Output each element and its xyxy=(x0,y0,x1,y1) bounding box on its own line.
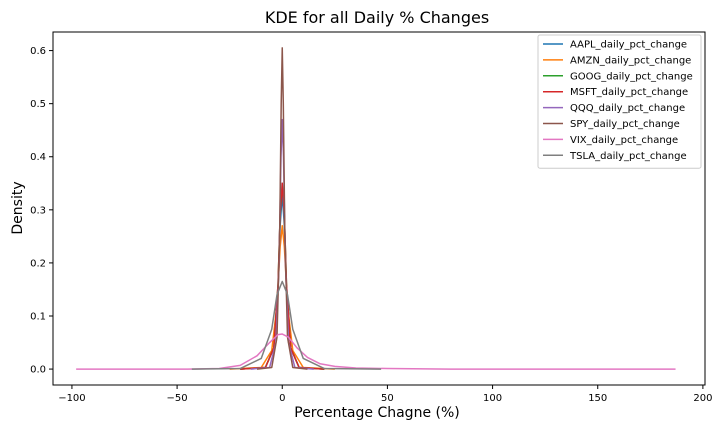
legend-label: AMZN_daily_pct_change xyxy=(570,55,691,66)
legend-label: TSLA_daily_pct_change xyxy=(569,151,687,162)
y-tick-label: 0.4 xyxy=(30,152,46,163)
y-tick-label: 0.5 xyxy=(30,99,46,110)
x-tick-label: −100 xyxy=(58,393,85,404)
series-line-qqq xyxy=(250,118,314,370)
legend-label: GOOG_daily_pct_change xyxy=(570,71,693,82)
chart-title: KDE for all Daily % Changes xyxy=(265,8,489,27)
series-line-tsla xyxy=(191,280,382,370)
y-tick-label: 0.0 xyxy=(30,365,46,376)
y-tick-label: 0.1 xyxy=(30,311,46,322)
legend-label: QQQ_daily_pct_change xyxy=(570,103,685,114)
x-tick-label: 200 xyxy=(693,393,712,404)
series-line-amzn xyxy=(229,225,335,370)
y-tick-label: 0.3 xyxy=(30,205,46,216)
legend-label: MSFT_daily_pct_change xyxy=(570,87,688,98)
y-axis-label: Density xyxy=(10,181,26,234)
legend-label: SPY_daily_pct_change xyxy=(570,119,680,130)
legend: AAPL_daily_pct_change AMZN_daily_pct_chan… xyxy=(537,34,702,169)
legend-box xyxy=(537,34,702,169)
x-tick-label: 50 xyxy=(381,393,394,404)
series-layer xyxy=(76,47,676,370)
x-tick-label: 100 xyxy=(483,393,502,404)
plot-frame xyxy=(52,31,706,386)
series-line-spy xyxy=(256,47,308,370)
y-tick-label: 0.2 xyxy=(30,258,46,269)
legend-label: VIX_daily_pct_change xyxy=(570,135,678,146)
x-tick-label: 0 xyxy=(279,393,285,404)
series-line-msft xyxy=(240,182,325,370)
y-axis: 0.0 0.1 0.2 0.3 0.4 0.5 0.6 xyxy=(30,46,53,376)
x-axis: −100 −50 0 50 100 150 200 xyxy=(58,385,712,404)
y-tick-label: 0.6 xyxy=(30,46,46,57)
x-tick-label: 150 xyxy=(588,393,607,404)
x-axis-label: Percentage Chagne (%) xyxy=(294,405,459,421)
legend-label: AAPL_daily_pct_change xyxy=(570,40,687,51)
series-line-vix xyxy=(76,333,676,370)
x-tick-label: −50 xyxy=(167,393,188,404)
